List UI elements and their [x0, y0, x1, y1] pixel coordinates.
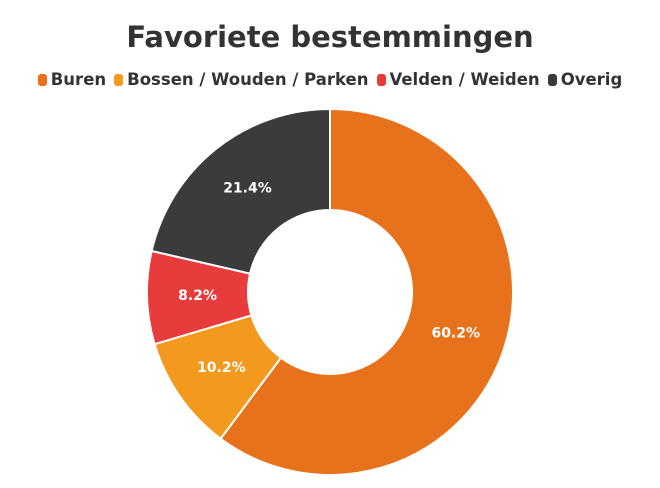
- legend-swatch: [547, 73, 557, 86]
- legend-item: Overig: [547, 70, 623, 89]
- data-label: 10.2%: [197, 360, 246, 376]
- legend-swatch: [114, 73, 124, 86]
- slice: [219, 107, 514, 476]
- data-label: 21.4%: [223, 180, 272, 196]
- legend: Buren Bossen / Wouden / Parken Velden / We…: [0, 70, 660, 89]
- legend-swatch: [37, 73, 47, 86]
- legend-item: Bossen / Wouden / Parken: [114, 70, 369, 89]
- data-label: 60.2%: [431, 326, 480, 342]
- slice: [150, 107, 331, 275]
- legend-label: Buren: [50, 70, 107, 89]
- chart-title: Favoriete bestemmingen: [126, 20, 534, 54]
- legend-label: Velden / Weiden: [389, 70, 540, 89]
- legend-label: Bossen / Wouden / Parken: [127, 70, 369, 89]
- legend-item: Buren: [37, 70, 107, 89]
- data-label: 8.2%: [178, 288, 217, 304]
- legend-swatch: [376, 73, 386, 86]
- legend-item: Velden / Weiden: [376, 70, 540, 89]
- legend-label: Overig: [560, 70, 623, 89]
